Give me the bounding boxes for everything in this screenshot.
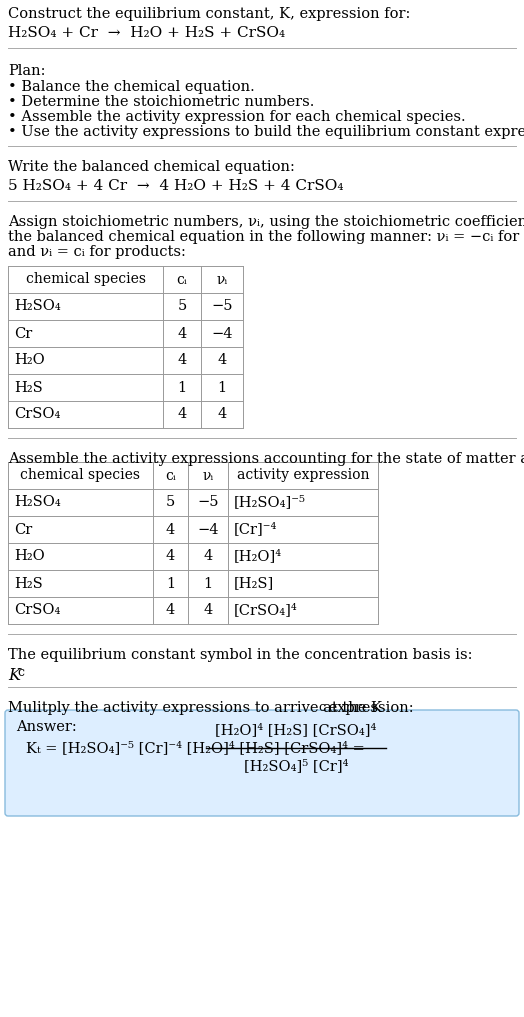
Text: Kₜ = [H₂SO₄]⁻⁵ [Cr]⁻⁴ [H₂O]⁴ [H₂S] [CrSO₄]⁴ =: Kₜ = [H₂SO₄]⁻⁵ [Cr]⁻⁴ [H₂O]⁴ [H₂S] [CrSO…	[26, 741, 365, 755]
Text: 5: 5	[166, 495, 175, 510]
Text: 1: 1	[203, 577, 213, 591]
Text: [H₂O]⁴: [H₂O]⁴	[234, 549, 282, 563]
Text: −4: −4	[211, 326, 233, 341]
Text: Cr: Cr	[14, 523, 32, 537]
Text: 1: 1	[178, 380, 187, 395]
Text: • Assemble the activity expression for each chemical species.: • Assemble the activity expression for e…	[8, 110, 466, 124]
Text: [H₂O]⁴ [H₂S] [CrSO₄]⁴: [H₂O]⁴ [H₂S] [CrSO₄]⁴	[215, 723, 377, 737]
Text: 4: 4	[203, 603, 213, 617]
Text: 4: 4	[178, 408, 187, 421]
Text: 4: 4	[217, 354, 226, 367]
Text: c: c	[318, 701, 325, 714]
Text: • Determine the stoichiometric numbers.: • Determine the stoichiometric numbers.	[8, 95, 314, 109]
Text: 4: 4	[166, 603, 175, 617]
Text: Answer:: Answer:	[16, 720, 77, 734]
FancyBboxPatch shape	[5, 710, 519, 816]
Bar	[8, 266, 243, 428]
Text: H₂SO₄ + Cr  →  H₂O + H₂S + CrSO₄: H₂SO₄ + Cr → H₂O + H₂S + CrSO₄	[8, 26, 285, 40]
Text: 4: 4	[217, 408, 226, 421]
Text: Construct the equilibrium constant, K, expression for:: Construct the equilibrium constant, K, e…	[8, 7, 410, 21]
Text: Write the balanced chemical equation:: Write the balanced chemical equation:	[8, 160, 295, 174]
Text: cᵢ: cᵢ	[165, 469, 176, 482]
Text: 1: 1	[166, 577, 175, 591]
Text: 4: 4	[178, 354, 187, 367]
Text: chemical species: chemical species	[26, 273, 146, 287]
Text: CrSO₄: CrSO₄	[14, 408, 60, 421]
Text: νᵢ: νᵢ	[202, 469, 214, 482]
Text: cᵢ: cᵢ	[177, 273, 188, 287]
Text: Cr: Cr	[14, 326, 32, 341]
Text: 5 H₂SO₄ + 4 Cr  →  4 H₂O + H₂S + 4 CrSO₄: 5 H₂SO₄ + 4 Cr → 4 H₂O + H₂S + 4 CrSO₄	[8, 179, 344, 193]
Text: expression:: expression:	[324, 701, 413, 715]
Text: [H₂S]: [H₂S]	[234, 577, 274, 591]
Text: [Cr]⁻⁴: [Cr]⁻⁴	[234, 523, 277, 537]
Text: • Use the activity expressions to build the equilibrium constant expression.: • Use the activity expressions to build …	[8, 125, 524, 139]
Text: chemical species: chemical species	[20, 469, 140, 482]
Text: Assemble the activity expressions accounting for the state of matter and νᵢ:: Assemble the activity expressions accoun…	[8, 452, 524, 466]
Text: 4: 4	[166, 549, 175, 563]
Text: −5: −5	[197, 495, 219, 510]
Text: H₂SO₄: H₂SO₄	[14, 495, 61, 510]
Text: H₂O: H₂O	[14, 354, 45, 367]
Bar	[8, 462, 378, 624]
Text: [CrSO₄]⁴: [CrSO₄]⁴	[234, 603, 298, 617]
Text: [H₂SO₄]⁵ [Cr]⁴: [H₂SO₄]⁵ [Cr]⁴	[244, 759, 348, 773]
Text: Assign stoichiometric numbers, νᵢ, using the stoichiometric coefficients, cᵢ, fr: Assign stoichiometric numbers, νᵢ, using…	[8, 215, 524, 229]
Text: Mulitply the activity expressions to arrive at the K: Mulitply the activity expressions to arr…	[8, 701, 382, 715]
Text: H₂SO₄: H₂SO₄	[14, 299, 61, 313]
Text: the balanced chemical equation in the following manner: νᵢ = −cᵢ for reactants: the balanced chemical equation in the fo…	[8, 230, 524, 244]
Text: H₂S: H₂S	[14, 380, 43, 395]
Text: −4: −4	[197, 523, 219, 537]
Text: c: c	[17, 666, 24, 679]
Text: 1: 1	[217, 380, 226, 395]
Text: νᵢ: νᵢ	[216, 273, 227, 287]
Text: H₂O: H₂O	[14, 549, 45, 563]
Text: CrSO₄: CrSO₄	[14, 603, 60, 617]
Text: H₂S: H₂S	[14, 577, 43, 591]
Text: 5: 5	[178, 299, 187, 313]
Text: The equilibrium constant symbol in the concentration basis is:: The equilibrium constant symbol in the c…	[8, 648, 473, 662]
Text: 4: 4	[203, 549, 213, 563]
Text: activity expression: activity expression	[237, 469, 369, 482]
Text: Plan:: Plan:	[8, 64, 46, 78]
Text: K: K	[8, 667, 20, 684]
Text: [H₂SO₄]⁻⁵: [H₂SO₄]⁻⁵	[234, 495, 306, 510]
Text: −5: −5	[211, 299, 233, 313]
Text: and νᵢ = cᵢ for products:: and νᵢ = cᵢ for products:	[8, 245, 186, 259]
Text: • Balance the chemical equation.: • Balance the chemical equation.	[8, 80, 255, 94]
Text: 4: 4	[178, 326, 187, 341]
Text: 4: 4	[166, 523, 175, 537]
